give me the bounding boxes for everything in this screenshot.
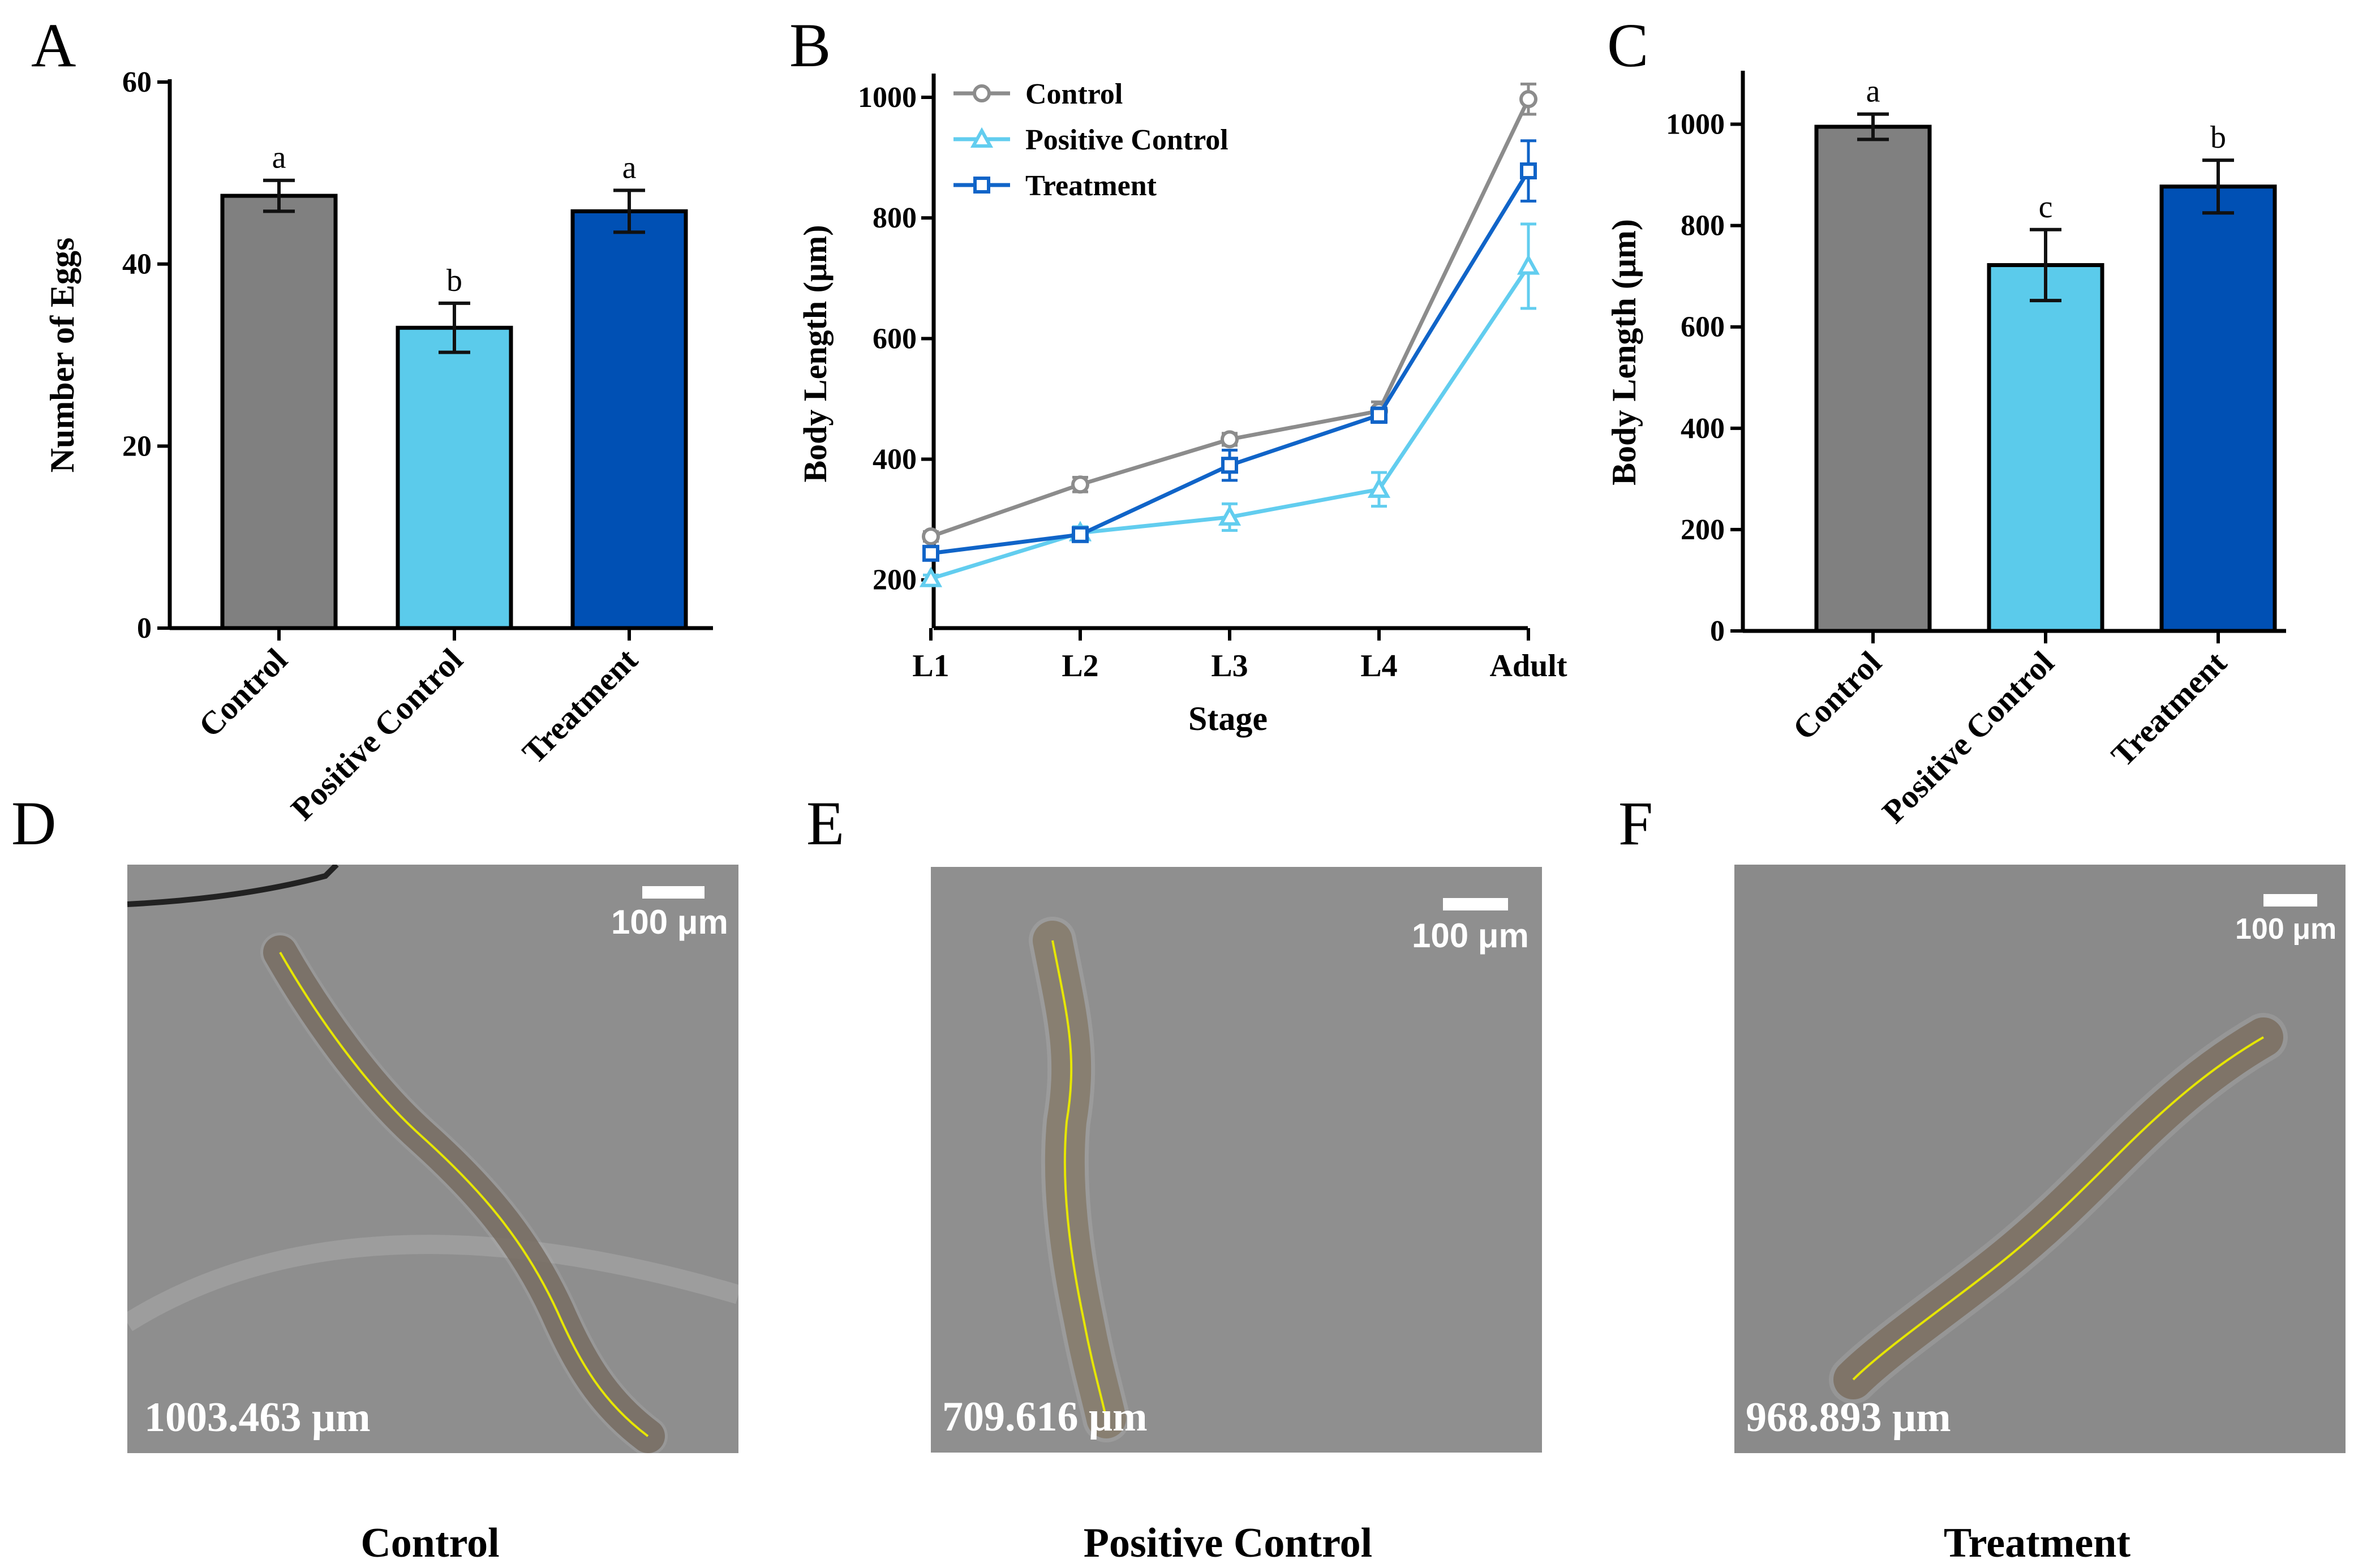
- scale-bar-label: 100 μm: [2235, 913, 2337, 946]
- y-tick-label: 60: [122, 66, 152, 98]
- y-axis-label: Body Length (μm): [1605, 219, 1643, 486]
- data-point: [922, 544, 939, 562]
- scale-bar-label: 100 μm: [611, 903, 728, 941]
- caption-positive-control: Positive Control: [1083, 1520, 1373, 1566]
- measurement-label: 968.893 μm: [1746, 1394, 1951, 1441]
- x-tick-label: L1: [912, 648, 949, 684]
- x-tick-label: Treatment: [515, 641, 645, 771]
- scale-bar: [1443, 898, 1508, 910]
- measurement-label: 1003.463 μm: [144, 1394, 371, 1441]
- significance-label: c: [2039, 190, 2053, 225]
- data-point: [922, 527, 940, 545]
- x-tick-label: Control: [1785, 644, 1888, 747]
- bar: [2159, 184, 2277, 633]
- x-tick-label: Treatment: [2104, 644, 2233, 774]
- bar: [220, 194, 338, 630]
- data-point: [1071, 475, 1089, 494]
- legend-label: Treatment: [1025, 170, 1157, 202]
- data-point: [1221, 457, 1238, 474]
- y-tick-label: 400: [873, 444, 917, 476]
- legend-marker: [970, 127, 994, 148]
- data-point: [1218, 505, 1242, 526]
- panel-letter-a: A: [31, 11, 76, 80]
- y-tick-label: 200: [873, 564, 917, 596]
- y-tick-label: 800: [1681, 210, 1725, 242]
- chart-a-eggs: 0 20 40 60 Number of Eggs a Control b Positive C…: [44, 66, 713, 827]
- scale-bar: [2263, 894, 2317, 907]
- bar: [570, 209, 688, 630]
- y-axis-label: Body Length (μm): [797, 225, 834, 482]
- data-point: [1072, 526, 1089, 543]
- data-point: [1519, 90, 1537, 109]
- y-tick-label: 200: [1681, 514, 1725, 546]
- measurement-label: 709.616 μm: [942, 1394, 1148, 1440]
- caption-control: Control: [360, 1520, 500, 1566]
- micrograph-treatment: 100 μm 968.893 μm: [1734, 865, 2346, 1453]
- worm-control-image: [127, 865, 738, 1453]
- data-point: [1367, 477, 1391, 498]
- panel-letter-b: B: [789, 11, 831, 80]
- significance-label: b: [2210, 120, 2226, 155]
- significance-label: b: [446, 263, 462, 298]
- x-tick-label: L2: [1062, 648, 1098, 684]
- legend-marker: [973, 177, 990, 194]
- y-tick-label: 1000: [1666, 109, 1725, 141]
- significance-label: a: [622, 150, 637, 185]
- y-tick-label: 1000: [858, 81, 917, 114]
- scale-bar: [642, 886, 705, 899]
- panel-letter-d: D: [11, 789, 57, 858]
- x-tick-label: Positive Control: [1875, 644, 2061, 830]
- panel-letter-c: C: [1607, 11, 1649, 80]
- y-tick-label: 600: [873, 323, 917, 355]
- data-point: [1371, 406, 1388, 424]
- y-tick-label: 20: [122, 430, 152, 462]
- bar: [1987, 263, 2104, 633]
- y-tick-label: 0: [1710, 615, 1725, 647]
- x-tick-label: Control: [191, 641, 294, 744]
- chart-b-body-length-by-stage: 200 400 600 800 1000 L1 L2 L3 L4 Adult Stage Body L…: [797, 74, 1567, 737]
- legend-label: Control: [1025, 78, 1123, 110]
- micrograph-positive-control: 100 μm 709.616 μm: [931, 867, 1542, 1453]
- worm-treatment-image: [1829, 1013, 2288, 1404]
- chart-c-body-length: 0 200 400 600 800 1000 Body Length (μm) a Contro…: [1605, 71, 2286, 830]
- worm-positive-control-image: [1029, 917, 1130, 1442]
- bar: [396, 325, 513, 630]
- y-tick-label: 40: [122, 248, 152, 281]
- y-tick-label: 800: [873, 202, 917, 234]
- x-tick-label: L4: [1360, 648, 1397, 684]
- data-point: [1517, 254, 1540, 275]
- y-tick-label: 600: [1681, 311, 1725, 343]
- x-tick-label: Positive Control: [283, 641, 470, 827]
- data-point: [919, 566, 943, 587]
- x-axis-label: Stage: [1188, 700, 1268, 737]
- y-axis-label: Number of Eggs: [44, 238, 81, 473]
- significance-label: a: [1866, 74, 1880, 109]
- bar: [1814, 124, 1932, 633]
- scale-bar-label: 100 μm: [1412, 917, 1529, 955]
- caption-treatment: Treatment: [1943, 1520, 2131, 1566]
- x-tick-label: Adult: [1490, 648, 1567, 684]
- x-tick-label: L3: [1211, 648, 1248, 684]
- data-point: [1520, 162, 1537, 180]
- legend-marker: [973, 84, 991, 102]
- micrograph-control: 100 μm 1003.463 μm: [127, 865, 738, 1453]
- significance-label: a: [272, 140, 286, 175]
- series-line: [930, 170, 1530, 556]
- panel-letter-e: E: [806, 789, 845, 858]
- y-tick-label: 400: [1681, 413, 1725, 445]
- data-point: [1221, 430, 1239, 449]
- panel-letter-f: F: [1618, 789, 1653, 858]
- y-tick-label: 0: [137, 612, 152, 645]
- legend-label: Positive Control: [1025, 124, 1228, 156]
